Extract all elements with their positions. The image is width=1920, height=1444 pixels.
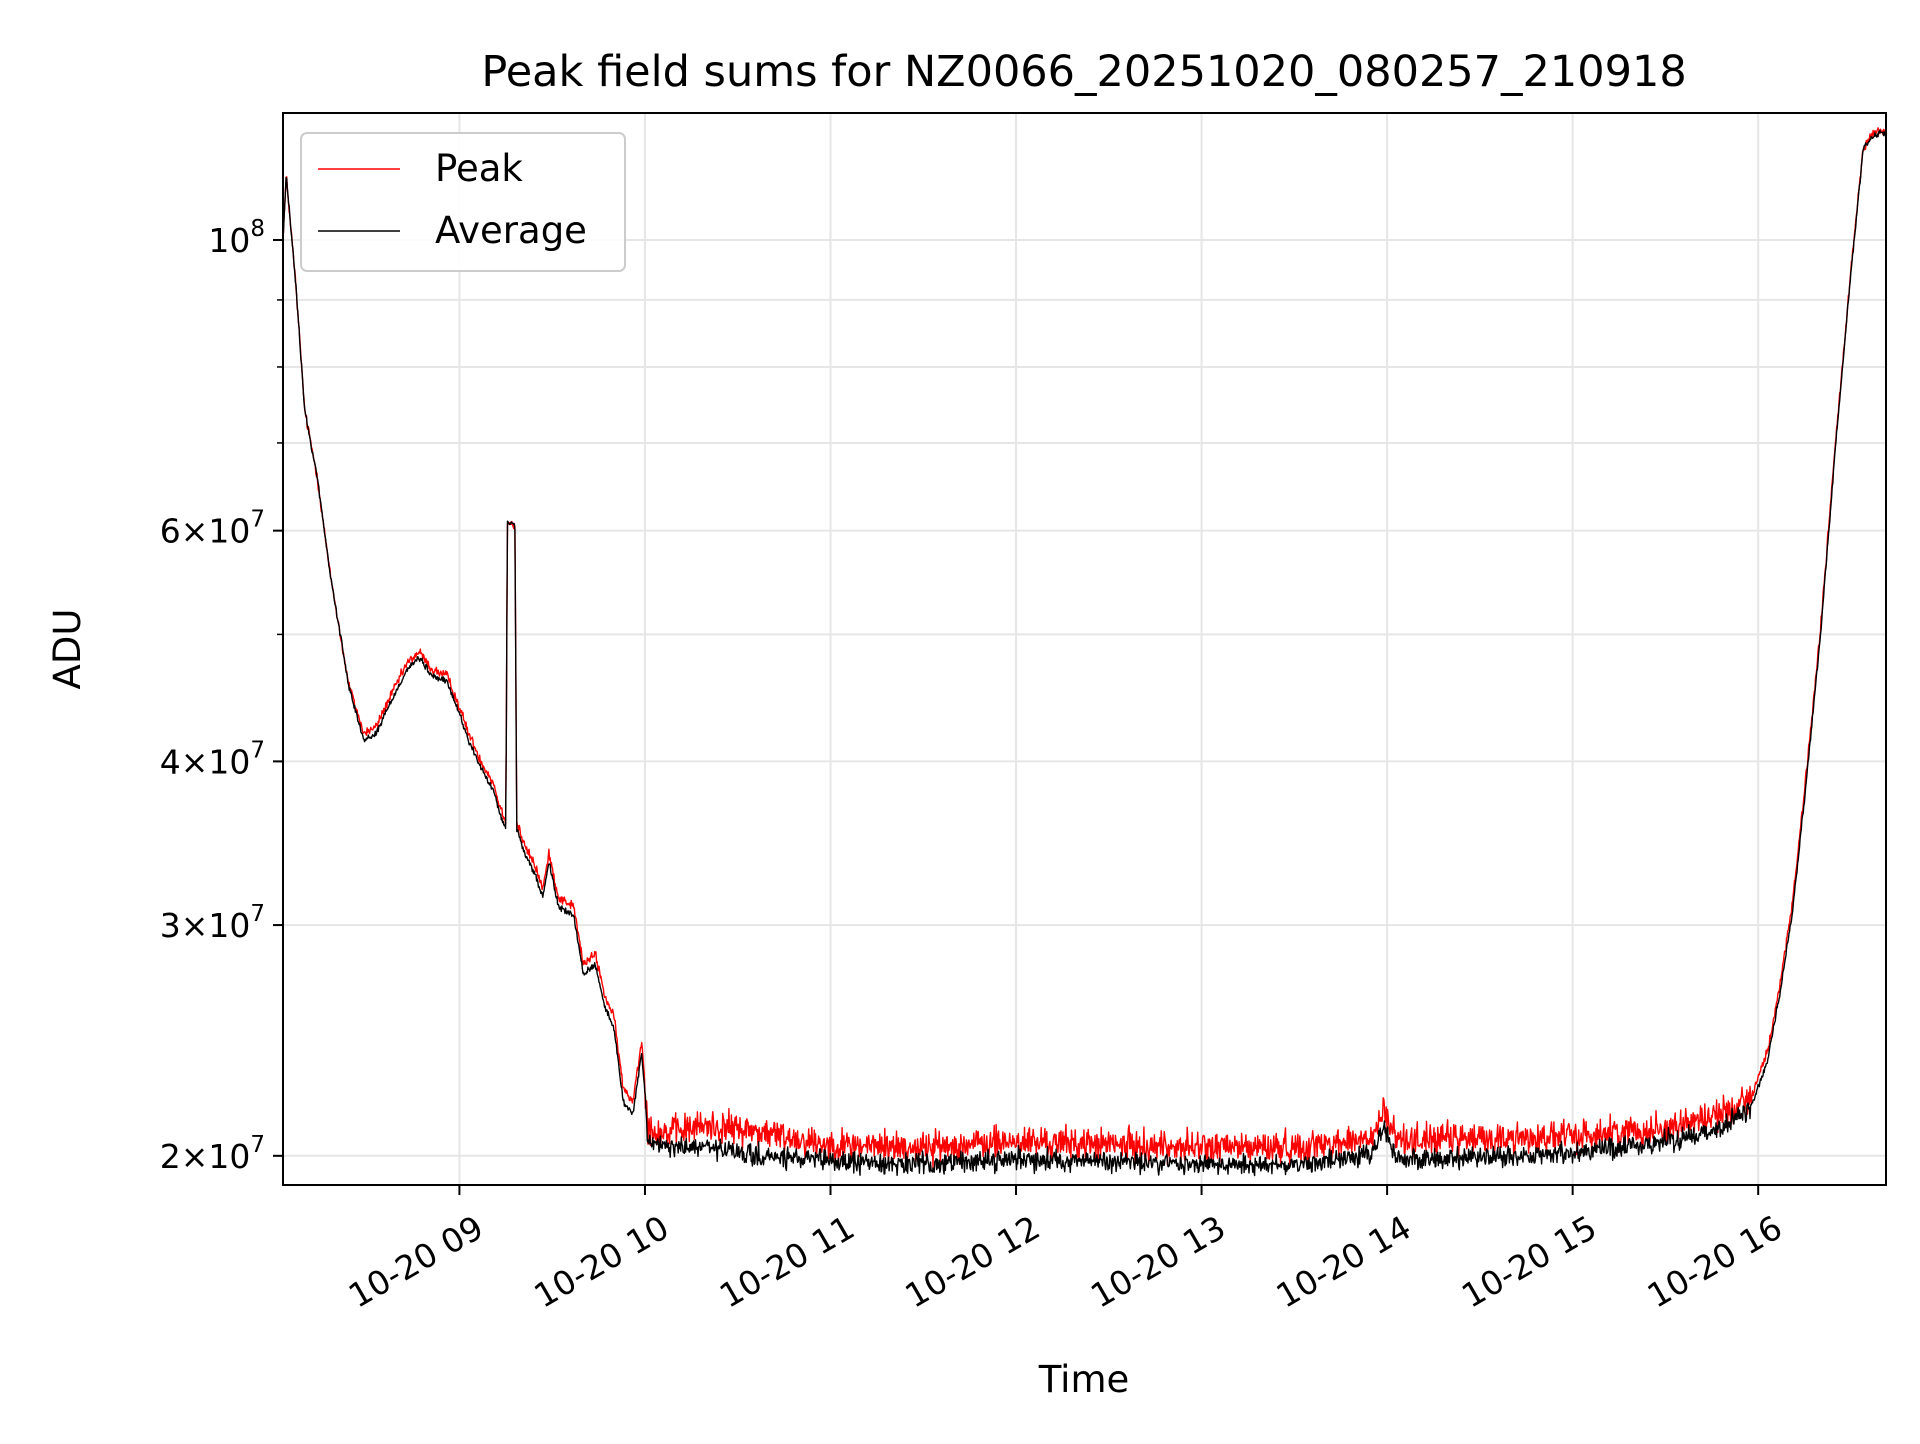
y-tick-label: 4×107 (160, 737, 265, 781)
series-layer (283, 127, 1886, 1177)
y-tick-label: 6×107 (160, 507, 265, 551)
plot-frame (282, 112, 1887, 1186)
y-tick-label: 108 (208, 216, 265, 260)
y-tick-label: 2×107 (160, 1132, 265, 1176)
legend: Peak Average (300, 132, 626, 272)
x-axis-label: Time (1038, 1358, 1130, 1401)
chart-title: Peak field sums for NZ0066_20251020_0802… (481, 47, 1686, 97)
legend-label-average: Average (435, 209, 587, 252)
legend-label-peak: Peak (435, 147, 523, 190)
series-line-average (283, 129, 1886, 1177)
legend-box (300, 132, 626, 272)
y-axis-label: ADU (46, 609, 89, 690)
grid (283, 113, 1886, 1185)
y-tick-label: 3×107 (160, 901, 265, 945)
